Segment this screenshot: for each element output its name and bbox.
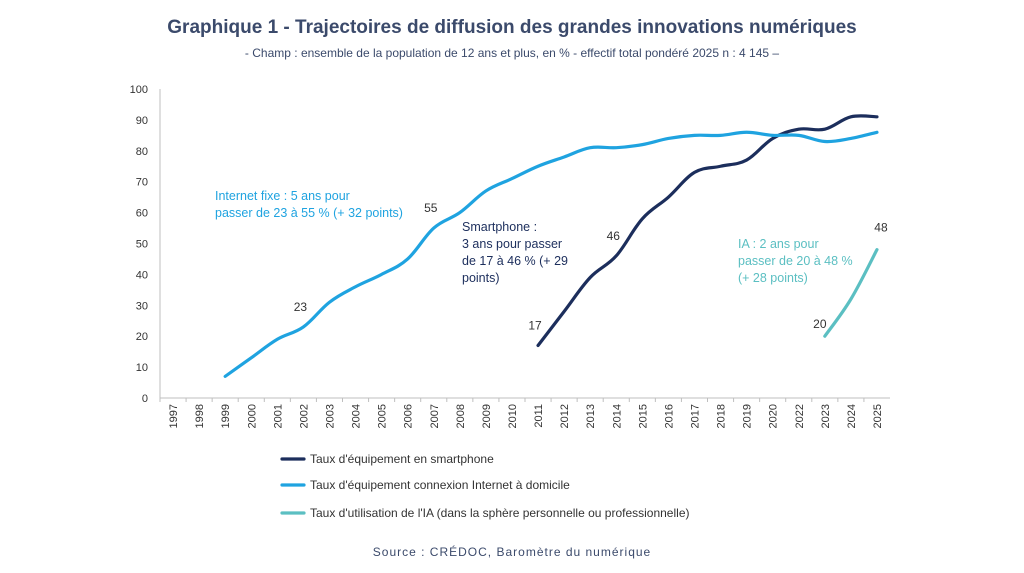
- y-tick-label: 60: [136, 208, 148, 220]
- data-label: 23: [294, 300, 308, 314]
- data-label: 17: [528, 318, 542, 332]
- x-tick-label: 2000: [246, 404, 258, 428]
- annotation-ia: (+ 28 points): [738, 271, 808, 285]
- chart-source: Source : CRÉDOC, Baromètre du numérique: [372, 545, 652, 559]
- x-tick-label: 2002: [298, 404, 310, 428]
- x-tick-label: 2015: [637, 404, 649, 428]
- x-tick-label: 2016: [663, 404, 675, 428]
- x-tick-label: 2024: [846, 404, 858, 428]
- x-tick-label: 2009: [481, 404, 493, 428]
- x-tick-label: 2007: [429, 404, 441, 428]
- data-label: 55: [424, 201, 438, 215]
- annotation-ia: IA : 2 ans pour: [738, 237, 819, 251]
- y-tick-label: 90: [136, 115, 148, 127]
- x-tick-label: 1998: [194, 404, 206, 428]
- data-label: 48: [874, 221, 888, 235]
- series-line-smartphone: [536, 114, 879, 348]
- data-label: 20: [813, 317, 827, 331]
- series-line-ia: [823, 248, 879, 338]
- x-tick-label: 2011: [533, 404, 545, 428]
- chart-title: Graphique 1 - Trajectoires de diffusion …: [167, 17, 857, 38]
- x-tick-label: 2017: [689, 404, 701, 428]
- y-tick-label: 20: [136, 331, 148, 343]
- y-tick-label: 80: [136, 146, 148, 158]
- data-label: 46: [607, 229, 621, 243]
- annotation-smartphone: 3 ans pour passer: [462, 237, 562, 251]
- x-tick-label: 2001: [272, 404, 284, 428]
- x-tick-label: 2005: [377, 404, 389, 428]
- x-tick-label: 2025: [872, 404, 884, 428]
- x-tick-label: 2014: [611, 404, 623, 428]
- y-tick-label: 0: [142, 393, 148, 405]
- chart-subtitle: - Champ : ensemble de la population de 1…: [244, 46, 780, 60]
- x-tick-label: 2010: [507, 404, 519, 428]
- legend-label-internet: Taux d'équipement connexion Internet à d…: [310, 478, 570, 492]
- x-tick-label: 2004: [351, 404, 363, 428]
- y-tick-label: 70: [136, 177, 148, 189]
- x-tick-label: 2013: [585, 404, 597, 428]
- x-tick-label: 2008: [455, 404, 467, 428]
- x-tick-label: 2018: [716, 404, 728, 428]
- y-tick-label: 100: [130, 84, 148, 96]
- x-tick-label: 1997: [168, 404, 180, 428]
- annotation-smartphone: points): [462, 271, 500, 285]
- y-tick-label: 40: [136, 269, 148, 281]
- x-tick-label: 2023: [820, 404, 832, 428]
- y-tick-label: 50: [136, 239, 148, 251]
- annotation-ia: passer de 20 à 48 %: [738, 254, 853, 268]
- annotation-smartphone: de 17 à 46 % (+ 29: [462, 254, 568, 268]
- y-tick-label: 10: [136, 362, 148, 374]
- legend-label-smartphone: Taux d'équipement en smartphone: [310, 452, 494, 466]
- legend-label-ia: Taux d'utilisation de l'IA (dans la sphè…: [310, 506, 689, 520]
- x-tick-label: 2003: [324, 404, 336, 428]
- x-tick-label: 2006: [403, 404, 415, 428]
- x-tick-label: 2019: [742, 404, 754, 428]
- x-tick-label: 2022: [794, 404, 806, 428]
- y-tick-label: 30: [136, 300, 148, 312]
- annotation-internet: Internet fixe : 5 ans pour: [215, 189, 350, 203]
- x-tick-label: 2020: [768, 404, 780, 428]
- x-tick-label: 2012: [559, 404, 571, 428]
- annotation-smartphone: Smartphone :: [462, 220, 537, 234]
- x-tick-label: 1999: [220, 404, 232, 428]
- annotation-internet: passer de 23 à 55 % (+ 32 points): [215, 206, 403, 220]
- series-line-internet: [223, 130, 879, 378]
